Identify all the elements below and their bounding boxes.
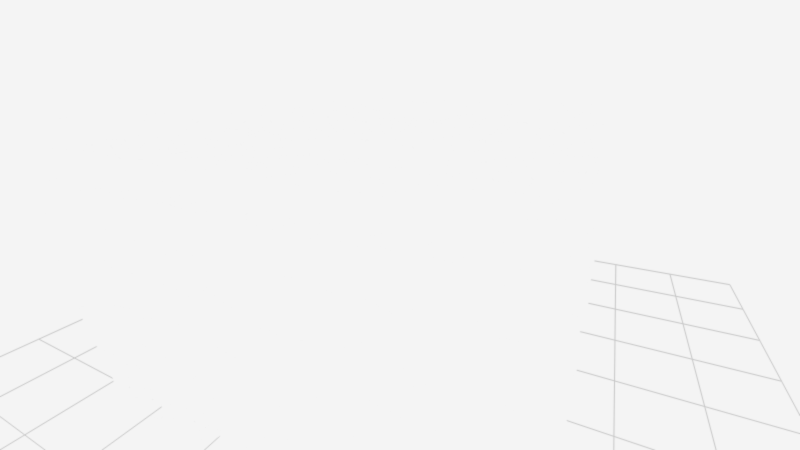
cubes-3d-canvas[interactable] [0,0,800,450]
scene-viewport [0,0,800,450]
